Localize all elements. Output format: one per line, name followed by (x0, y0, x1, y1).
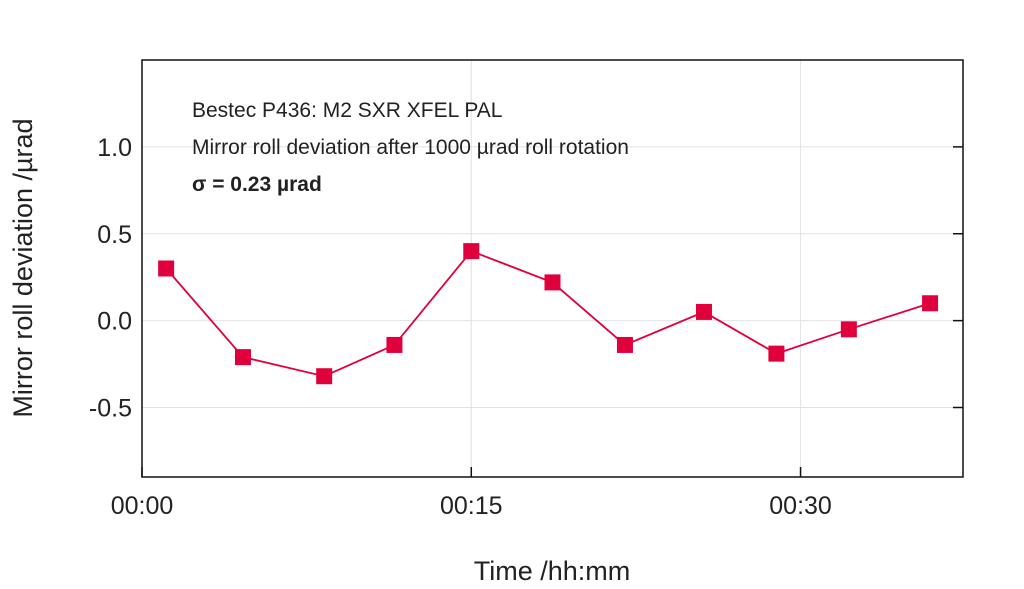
data-point (463, 243, 480, 260)
y-tick-label: 0.0 (97, 308, 132, 336)
x-tick-label: 00:30 (769, 492, 832, 520)
data-point (922, 295, 939, 312)
data-point (695, 303, 712, 320)
data-point (234, 349, 251, 366)
data-point (386, 336, 403, 353)
data-point (616, 336, 633, 353)
annotation-line-2: Mirror roll deviation after 1000 µrad ro… (192, 136, 629, 159)
y-tick-label: 1.0 (97, 134, 132, 162)
data-point (840, 321, 857, 338)
data-point (316, 368, 333, 385)
data-point (768, 345, 785, 362)
y-axis-label: Mirror roll deviation /µrad (8, 118, 38, 417)
y-tick-label: 0.5 (97, 221, 132, 249)
data-point (158, 260, 175, 277)
data-series (158, 243, 939, 385)
plot-frame (141, 59, 964, 478)
y-tick-label: -0.5 (89, 395, 132, 423)
annotation-sigma: σ = 0.23 µrad (192, 173, 322, 196)
series-line (165, 250, 931, 378)
axis-ticks: 1.0 0.5 0.0 -0.5 00:00 00:15 00:30 (89, 134, 963, 520)
data-point (544, 274, 561, 291)
annotation-line-1: Bestec P436: M2 SXR XFEL PAL (192, 99, 502, 122)
x-tick-label: 00:00 (111, 492, 174, 520)
x-tick-label: 00:15 (440, 492, 503, 520)
grid-lines (142, 60, 963, 477)
x-axis-label: Time /hh:mm (474, 556, 631, 586)
